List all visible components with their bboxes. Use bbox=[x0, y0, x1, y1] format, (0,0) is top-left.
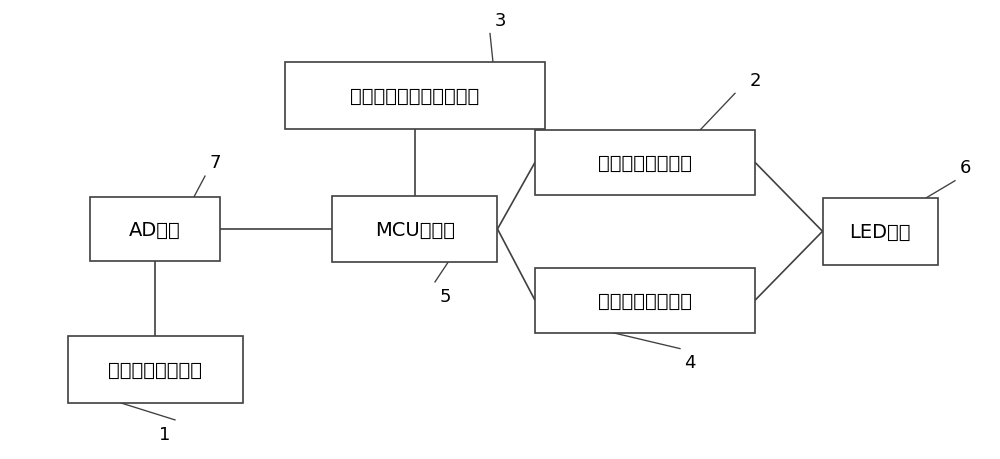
Text: 人群密度信息的计算模块: 人群密度信息的计算模块 bbox=[350, 87, 480, 106]
Text: MCU控制器: MCU控制器 bbox=[375, 220, 455, 239]
Text: 4: 4 bbox=[684, 353, 696, 372]
Text: 人体红外探测模块: 人体红外探测模块 bbox=[108, 360, 202, 379]
Text: 1: 1 bbox=[159, 425, 171, 443]
Text: 灯光强度调节模块: 灯光强度调节模块 bbox=[598, 291, 692, 310]
Bar bbox=[535, 131, 755, 195]
Bar bbox=[285, 63, 545, 129]
Text: 3: 3 bbox=[494, 11, 506, 30]
Text: 7: 7 bbox=[209, 154, 221, 172]
Text: AD芯片: AD芯片 bbox=[129, 220, 181, 239]
Bar bbox=[68, 336, 242, 403]
Text: 6: 6 bbox=[959, 158, 971, 177]
Text: 5: 5 bbox=[439, 287, 451, 305]
Text: LED灯组: LED灯组 bbox=[849, 222, 911, 241]
Bar bbox=[535, 269, 755, 333]
Bar bbox=[90, 197, 220, 262]
Bar bbox=[822, 198, 938, 265]
Bar bbox=[332, 196, 497, 263]
Text: 2: 2 bbox=[749, 71, 761, 90]
Text: 光照强度采集模块: 光照强度采集模块 bbox=[598, 153, 692, 173]
